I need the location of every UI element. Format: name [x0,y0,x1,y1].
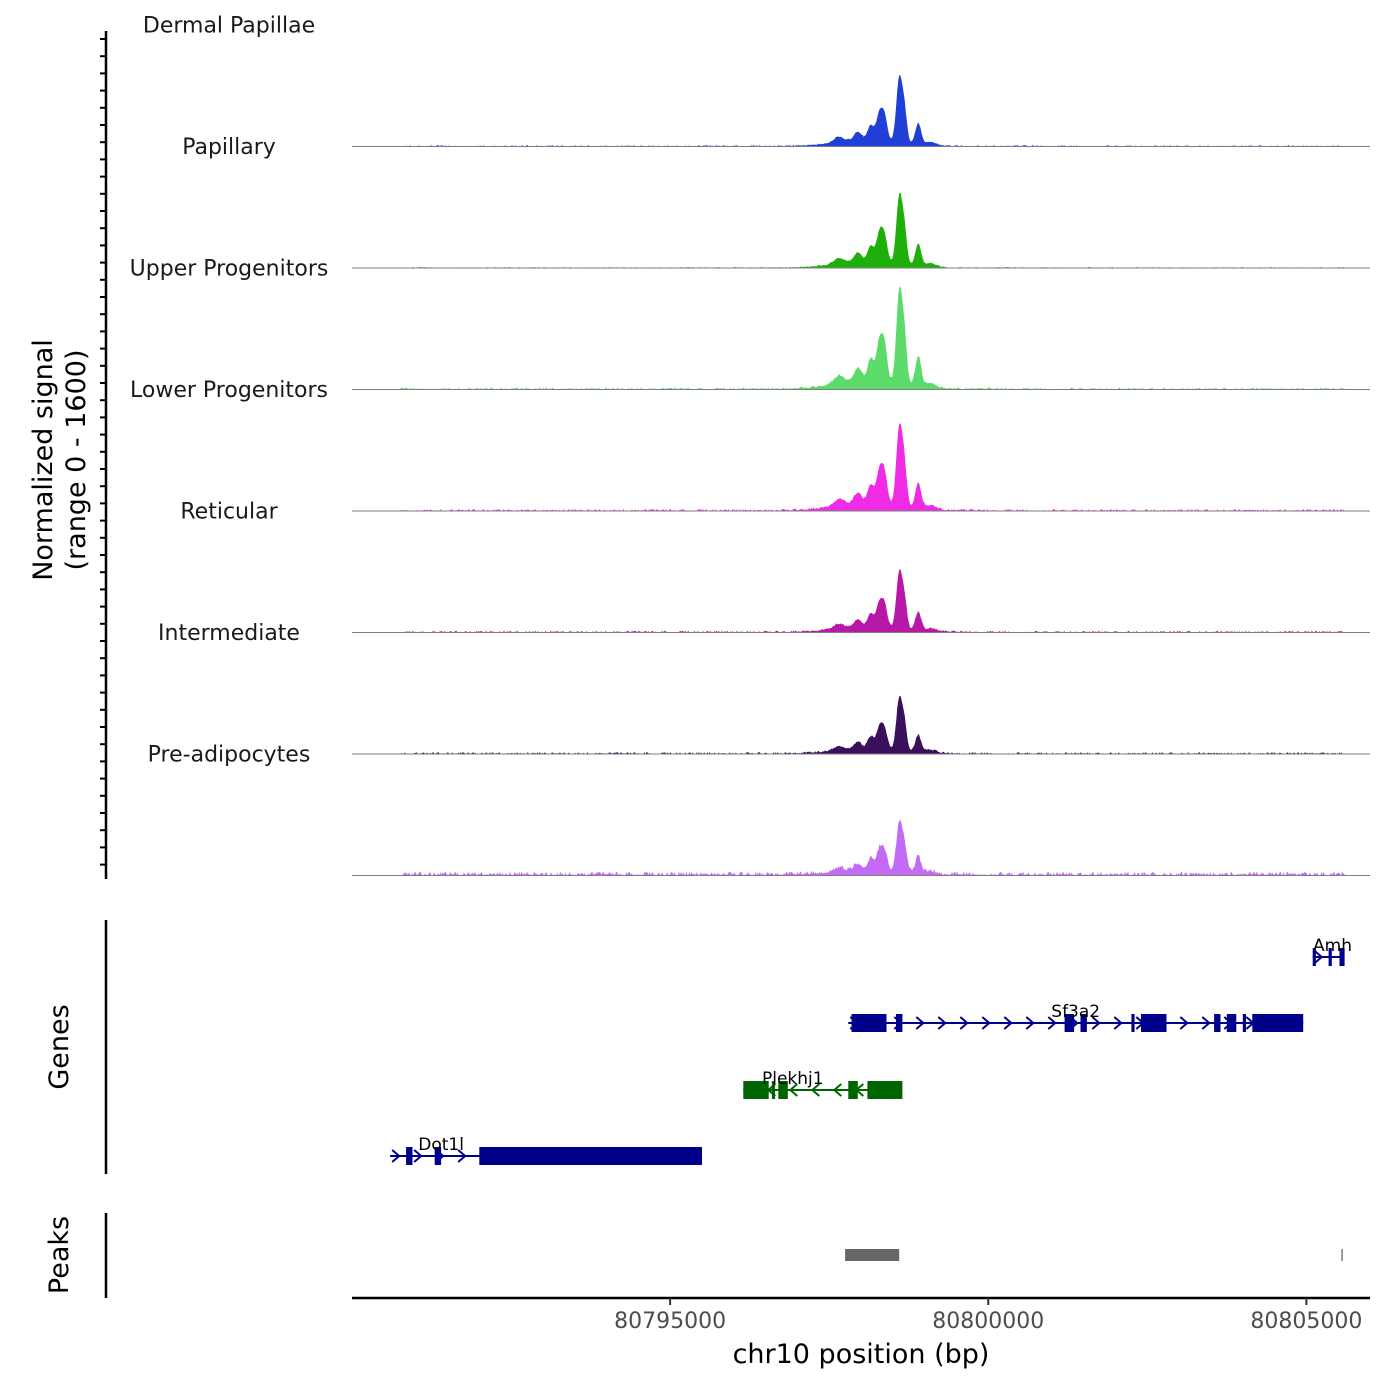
gene-dot1l: Dot1l [390,1135,702,1165]
gene-exon [896,1014,903,1032]
strand-chevron [788,1083,798,1097]
x-axis-ticks: 80795000 80800000 80805000 [614,1298,1362,1334]
x-tick-label: 80795000 [614,1309,726,1334]
strand-chevron [457,1149,467,1163]
coverage-area [399,286,1345,390]
gene-exon [1064,1014,1075,1032]
coverage-track: Reticular [180,500,1370,633]
gene-exon [1252,1014,1304,1032]
strand-chevron [1003,1016,1013,1030]
coverage-area [399,74,1345,147]
gene-amh: Amh [1312,936,1352,966]
coverage-area [399,569,1345,633]
gene-exon [778,1081,788,1099]
gene-exon [1214,1014,1221,1032]
strand-chevron [1201,1016,1211,1030]
coverage-track: Lower Progenitors [130,378,1370,512]
strand-chevron [937,1016,947,1030]
peak-bar [1341,1249,1343,1261]
gene-exon [1131,1014,1135,1032]
gene-exon [434,1147,442,1165]
strand-chevron [959,1016,969,1030]
coverage-track: Papillary [182,135,1370,269]
gene-sf3a2: Sf3a2 [848,1002,1304,1032]
strand-chevron [1091,1016,1101,1030]
strand-chevron [391,1149,401,1163]
coverage-area [399,423,1345,511]
coverage-area [399,192,1345,268]
gene-exon [1339,948,1345,966]
strand-chevron [981,1016,991,1030]
gene-exon [1328,948,1332,966]
gene-exon [743,1081,769,1099]
strand-chevron [832,1083,842,1097]
gene-exon [848,1081,858,1099]
peak-bar [845,1249,900,1261]
x-tick-label: 80805000 [1250,1309,1362,1334]
genes-panel: Genes Amh Sf3a2 Plekhj1 Dot1l [44,920,1352,1174]
gene-exon [867,1081,903,1099]
coverage-y-ticks [100,38,106,866]
track-label: Reticular [180,500,278,525]
coverage-area [399,695,1345,754]
gene-exon [1080,1014,1087,1032]
gene-exon [1242,1014,1246,1032]
x-axis-label: chr10 position (bp) [733,1339,990,1370]
gene-label: Dot1l [418,1135,464,1155]
gene-exon [1141,1014,1167,1032]
track-label: Intermediate [158,621,300,646]
x-axis: 80795000 80800000 80805000 chr10 position … [352,1296,1370,1370]
coverage-area [399,819,1345,876]
peaks-panel: Peaks [44,1213,1343,1298]
gene-exon [1312,948,1316,966]
track-label: Dermal Papillae [143,14,315,39]
gene-label: Plekhj1 [762,1069,824,1089]
strand-chevron [1025,1016,1035,1030]
coverage-tracks: Dermal Papillae Papillary Upper Progenitor… [130,14,1370,876]
strand-chevron [810,1083,820,1097]
strand-chevron [1314,950,1324,964]
track-label: Papillary [182,135,276,160]
coverage-panel: Normalized signal (range 0 - 1600) Derma… [28,14,1370,879]
peaks-y-label: Peaks [44,1216,75,1294]
peak-regions [845,1249,1343,1261]
gene-label: Amh [1313,936,1352,956]
gene-label: Sf3a2 [1051,1002,1100,1022]
gene-models: Amh Sf3a2 Plekhj1 Dot1l [390,936,1352,1165]
strand-chevron [915,1016,925,1030]
coverage-track: Intermediate [158,621,1370,755]
coverage-track: Pre-adipocytes [148,743,1370,876]
x-tick-label: 80800000 [932,1309,1044,1334]
gene-exon [771,1081,776,1099]
track-label: Upper Progenitors [130,257,329,282]
gene-exon [851,1014,887,1032]
strand-chevron [1047,1016,1057,1030]
gene-exon [479,1147,702,1165]
track-label: Lower Progenitors [130,378,328,403]
track-label: Pre-adipocytes [148,743,311,768]
coverage-y-label-line2: (range 0 - 1600) [61,350,92,571]
strand-chevron [1179,1016,1189,1030]
strand-chevron [1113,1016,1123,1030]
gene-exon [406,1147,413,1165]
gene-plekhj1: Plekhj1 [743,1069,903,1099]
coverage-track: Dermal Papillae [143,14,1370,147]
coverage-y-label-line1: Normalized signal [28,339,59,581]
strand-chevron [413,1149,423,1163]
gene-exon [1226,1014,1237,1032]
coverage-track: Upper Progenitors [130,257,1370,390]
genes-y-label: Genes [44,1004,75,1089]
